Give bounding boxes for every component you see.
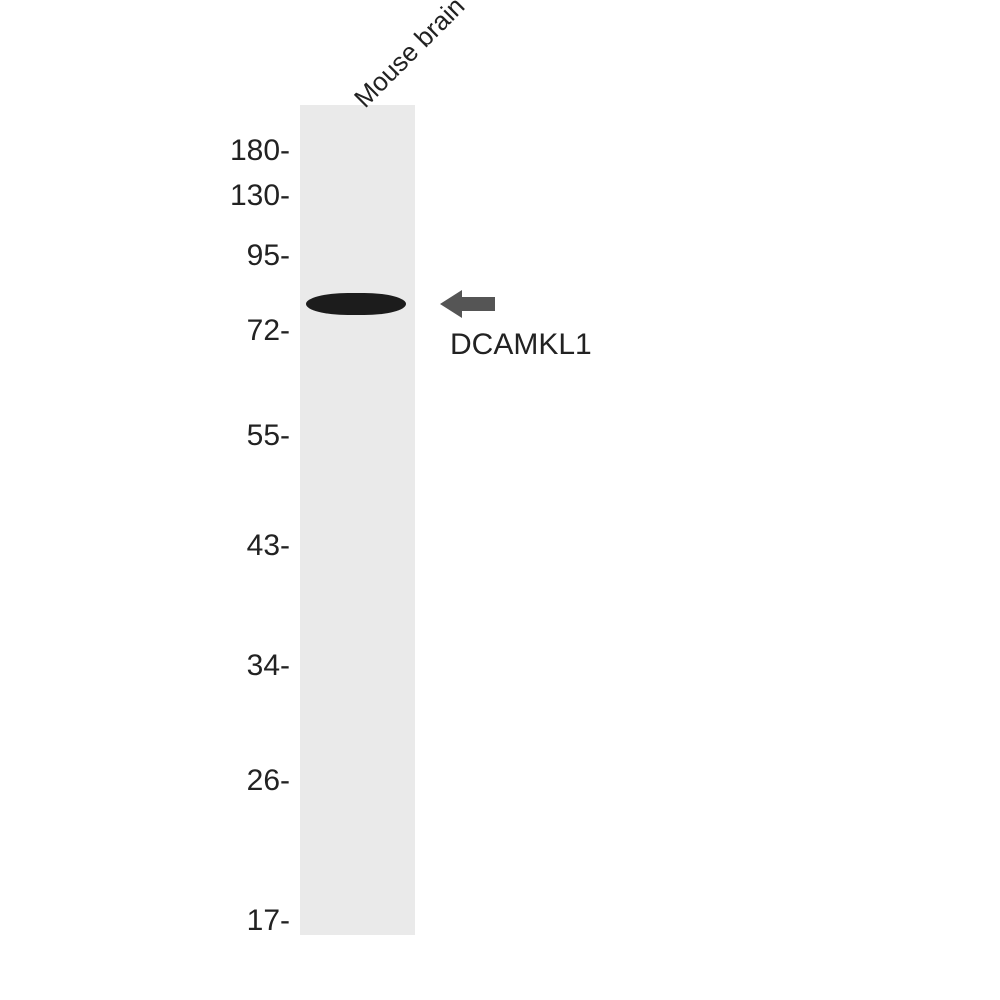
marker-130: 130- [0, 179, 290, 213]
marker-95: 95- [0, 239, 290, 273]
marker-17: 17- [0, 904, 290, 938]
marker-180: 180- [0, 134, 290, 168]
marker-55: 55- [0, 419, 290, 453]
lane-label: Mouse brain [348, 0, 471, 114]
arrow-shape [440, 290, 495, 318]
marker-43: 43- [0, 529, 290, 563]
arrow-left-icon [440, 290, 495, 318]
lane-strip [300, 105, 415, 935]
target-protein-label: DCAMKL1 [450, 328, 592, 362]
protein-band [306, 293, 406, 315]
marker-34: 34- [0, 649, 290, 683]
marker-72: 72- [0, 314, 290, 348]
marker-26: 26- [0, 764, 290, 798]
blot-figure: Mouse brain 180- 130- 95- 72- 55- 43- 34… [0, 0, 1000, 1000]
